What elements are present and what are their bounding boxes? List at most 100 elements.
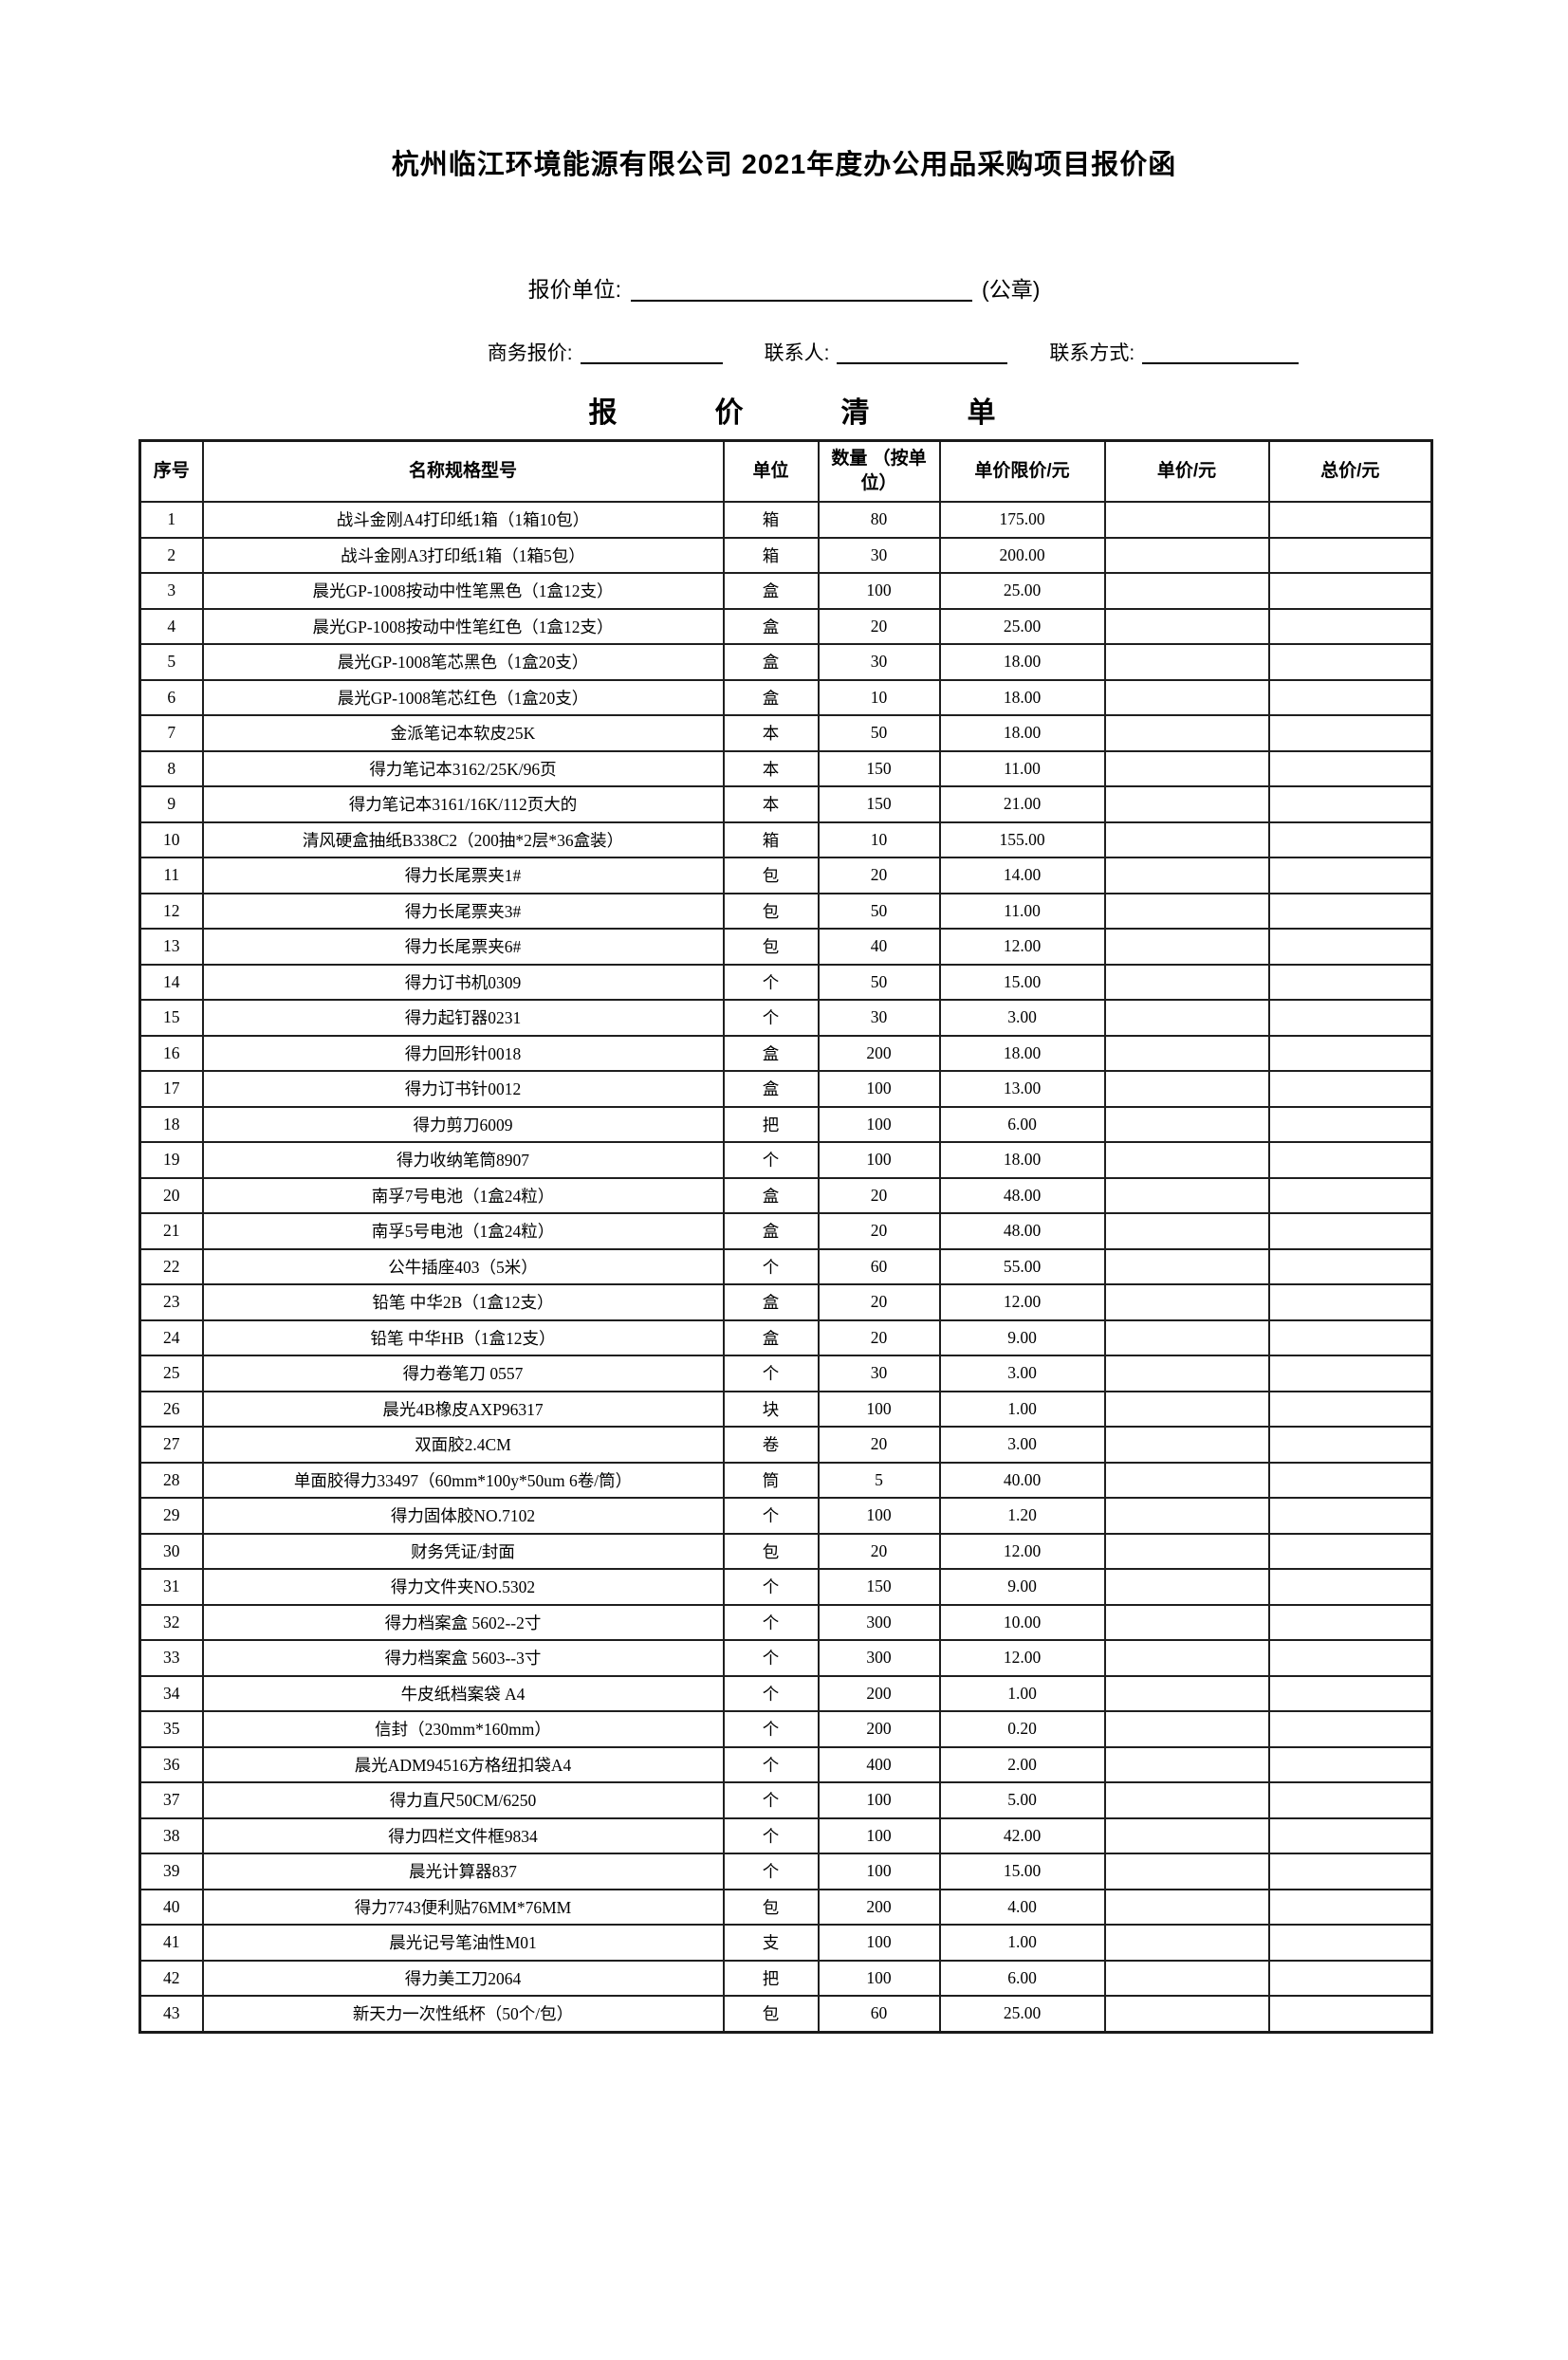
cell-name-spec: 双面胶2.4CM — [201, 1426, 725, 1464]
cell-name-spec: 铅笔 中华2B（1盒12支） — [201, 1283, 725, 1321]
cell-quantity: 20 — [817, 1176, 941, 1214]
table-row: 6 晨光GP-1008笔芯红色（1盒20支）盒 10 18.00 — [138, 678, 1433, 716]
cell-unit-price-limit: 18.00 — [938, 1034, 1106, 1072]
table-row: 24 铅笔 中华HB（1盒12支）盒 20 9.00 — [138, 1318, 1433, 1356]
cell-unit-price-limit: 11.00 — [938, 749, 1106, 787]
cell-seq: 19 — [138, 1141, 204, 1179]
cell-total-price — [1267, 1603, 1433, 1641]
cell-unit-price — [1103, 1212, 1270, 1250]
cell-unit: 包 — [722, 1888, 820, 1926]
table-row: 27 双面胶2.4CM 卷 20 3.00 — [138, 1426, 1433, 1464]
cell-total-price — [1267, 963, 1433, 1001]
cell-unit-price — [1103, 1141, 1270, 1179]
table-row: 31 得力文件夹NO.5302 个 150 9.00 — [138, 1568, 1433, 1606]
cell-seq: 38 — [138, 1816, 204, 1854]
cell-quantity: 30 — [817, 643, 941, 681]
cell-name-spec: 得力长尾票夹6# — [201, 928, 725, 966]
cell-quantity: 20 — [817, 607, 941, 645]
cell-unit-price-limit: 5.00 — [938, 1781, 1106, 1819]
cell-unit-price — [1103, 1959, 1270, 1997]
cell-total-price — [1267, 607, 1433, 645]
cell-total-price — [1267, 1034, 1433, 1072]
header-total-price: 总价/元 — [1267, 439, 1433, 503]
cell-quantity: 50 — [817, 963, 941, 1001]
cell-unit-price — [1103, 928, 1270, 966]
cell-name-spec: 信封（230mm*160mm） — [201, 1710, 725, 1748]
table-row: 19 得力收纳笔筒8907 个 100 18.00 — [138, 1141, 1433, 1179]
cell-unit-price-limit: 1.00 — [938, 1674, 1106, 1712]
cell-name-spec: 得力固体胶NO.7102 — [201, 1497, 725, 1535]
cell-quantity: 100 — [817, 572, 941, 610]
cell-total-price — [1267, 1212, 1433, 1250]
quote-table-body: 1 战斗金刚A4打印纸1箱（1箱10包）箱 80 175.00 2 战斗金刚A3打印纸1箱… — [138, 501, 1433, 2033]
cell-unit-price — [1103, 1532, 1270, 1570]
table-row: 36 晨光ADM94516方格纽扣袋A4 个 400 2.00 — [138, 1745, 1433, 1783]
cell-unit-price — [1103, 714, 1270, 752]
cell-name-spec: 战斗金刚A4打印纸1箱（1箱10包） — [201, 501, 725, 539]
cell-name-spec: 得力剪刀6009 — [201, 1105, 725, 1143]
cell-total-price — [1267, 1853, 1433, 1890]
cell-total-price — [1267, 928, 1433, 966]
cell-quantity: 10 — [817, 678, 941, 716]
cell-quantity: 60 — [817, 1247, 941, 1285]
cell-unit-price-limit: 175.00 — [938, 501, 1106, 539]
cell-unit-price — [1103, 1283, 1270, 1321]
cell-unit: 盒 — [722, 572, 820, 610]
cell-name-spec: 战斗金刚A3打印纸1箱（1箱5包） — [201, 536, 725, 574]
cell-unit: 个 — [722, 1497, 820, 1535]
cell-name-spec: 晨光记号笔油性M01 — [201, 1924, 725, 1962]
cell-unit-price — [1103, 1355, 1270, 1392]
cell-unit-price-limit: 12.00 — [938, 928, 1106, 966]
cell-seq: 10 — [138, 820, 204, 858]
cell-unit: 箱 — [722, 501, 820, 539]
contact-blank-field — [837, 340, 1008, 364]
cell-unit-price — [1103, 572, 1270, 610]
table-row: 43 新天力一次性纸杯（50个/包）包 60 25.00 — [138, 1995, 1433, 2033]
cell-name-spec: 晨光4B橡皮AXP96317 — [201, 1390, 725, 1428]
cell-unit-price — [1103, 1176, 1270, 1214]
cell-total-price — [1267, 1355, 1433, 1392]
table-row: 41 晨光记号笔油性M01 支 100 1.00 — [138, 1924, 1433, 1962]
table-row: 7 金派笔记本软皮25K 本 50 18.00 — [138, 714, 1433, 752]
cell-seq: 17 — [138, 1070, 204, 1108]
quote-list-title: 报价清单 — [588, 397, 1094, 429]
cell-unit-price-limit: 25.00 — [938, 572, 1106, 610]
cell-name-spec: 牛皮纸档案袋 A4 — [201, 1674, 725, 1712]
cell-seq: 9 — [138, 785, 204, 823]
cell-unit: 个 — [722, 999, 820, 1037]
cell-unit-price-limit: 3.00 — [938, 999, 1106, 1037]
table-row: 28 单面胶得力33497（60mm*100y*50um 6卷/筒）筒 5 40.00 — [138, 1461, 1433, 1499]
cell-quantity: 100 — [817, 1853, 941, 1890]
table-row: 21 南孚5号电池（1盒24粒）盒 20 48.00 — [138, 1212, 1433, 1250]
cell-unit-price-limit: 3.00 — [938, 1355, 1106, 1392]
cell-unit: 箱 — [722, 536, 820, 574]
cell-total-price — [1267, 1070, 1433, 1108]
cell-name-spec: 得力笔记本3162/25K/96页 — [201, 749, 725, 787]
cell-name-spec: 新天力一次性纸杯（50个/包） — [201, 1995, 725, 2033]
cell-unit-price-limit: 18.00 — [938, 678, 1106, 716]
cell-seq: 18 — [138, 1105, 204, 1143]
cell-name-spec: 得力起钉器0231 — [201, 999, 725, 1037]
cell-unit: 个 — [722, 1603, 820, 1641]
cell-unit: 把 — [722, 1105, 820, 1143]
cell-quantity: 200 — [817, 1710, 941, 1748]
cell-unit: 盒 — [722, 1283, 820, 1321]
cell-seq: 31 — [138, 1568, 204, 1606]
cell-total-price — [1267, 1497, 1433, 1535]
table-row: 39 晨光计算器837 个 100 15.00 — [138, 1853, 1433, 1890]
header-unit: 单位 — [722, 439, 820, 503]
table-row: 29 得力固体胶NO.7102 个 100 1.20 — [138, 1497, 1433, 1535]
cell-name-spec: 晨光GP-1008按动中性笔红色（1盒12支） — [201, 607, 725, 645]
cell-quantity: 30 — [817, 1355, 941, 1392]
cell-unit: 盒 — [722, 1318, 820, 1356]
cell-unit-price — [1103, 607, 1270, 645]
cell-name-spec: 得力笔记本3161/16K/112页大的 — [201, 785, 725, 823]
cell-seq: 11 — [138, 857, 204, 894]
cell-total-price — [1267, 1959, 1433, 1997]
cell-unit-price-limit: 21.00 — [938, 785, 1106, 823]
cell-name-spec: 晨光GP-1008笔芯黑色（1盒20支） — [201, 643, 725, 681]
cell-quantity: 20 — [817, 1318, 941, 1356]
cell-seq: 25 — [138, 1355, 204, 1392]
cell-unit-price-limit: 25.00 — [938, 1995, 1106, 2033]
table-row: 35 信封（230mm*160mm）个 200 0.20 — [138, 1710, 1433, 1748]
